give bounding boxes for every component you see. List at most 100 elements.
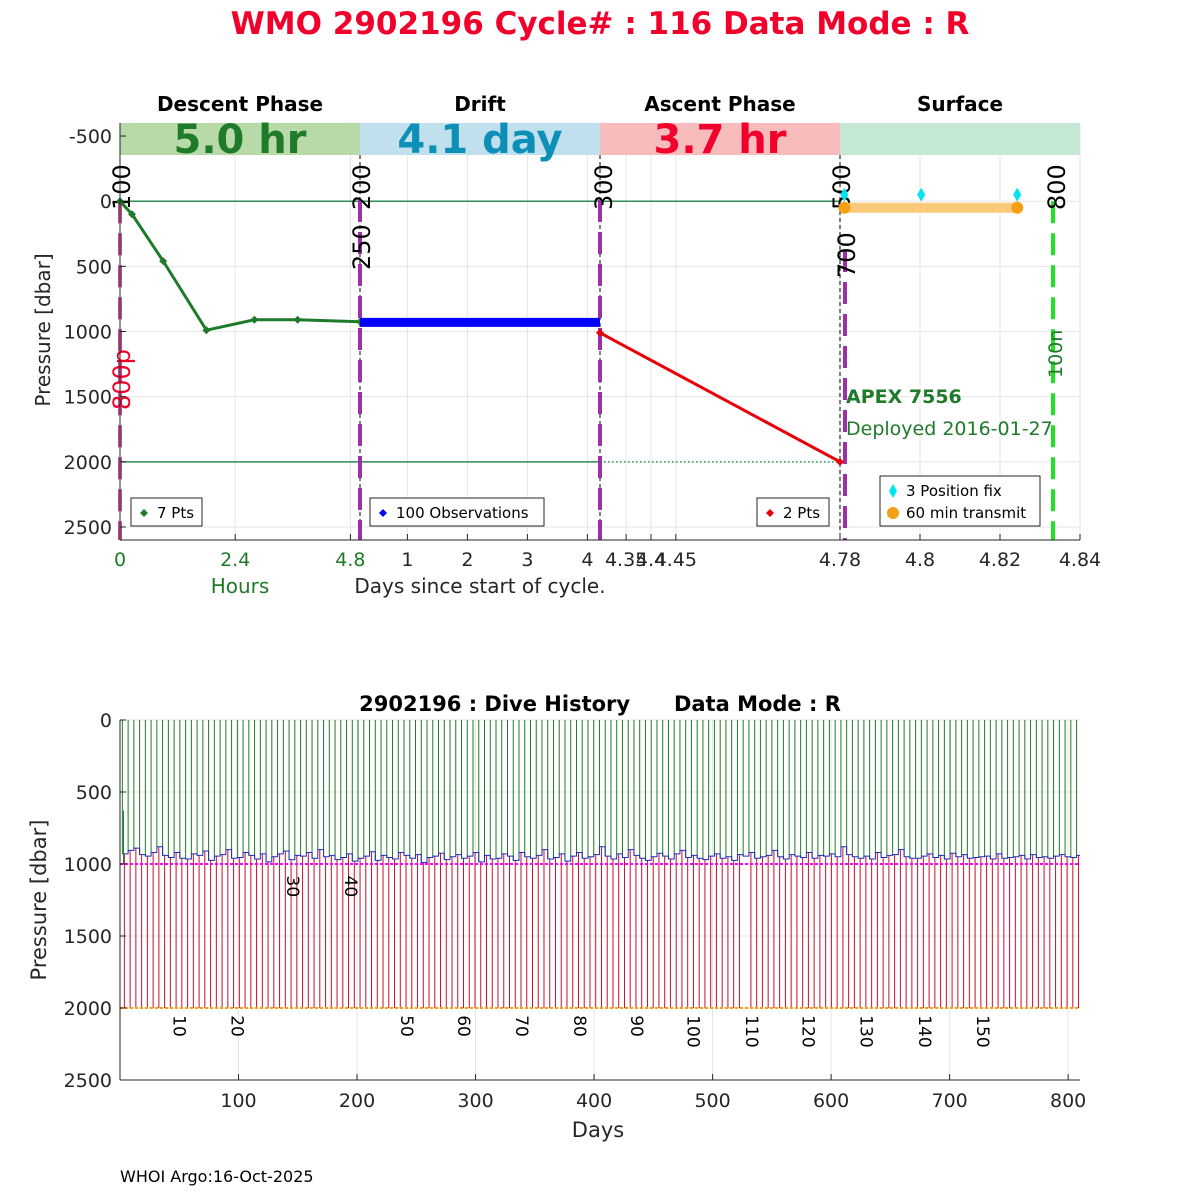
footer-credit: WHOI Argo:16-Oct-2025 <box>120 1167 314 1186</box>
dive-history-title: 2902196 : Dive History Data Mode : R <box>359 692 841 716</box>
bottom-x-tick-label: 100 <box>220 1090 256 1112</box>
top-x-tick-label: 4.8 <box>335 549 365 571</box>
top-y-tick-label: 500 <box>76 256 112 278</box>
ascent-line <box>599 331 841 464</box>
top-y-tick-label: 2000 <box>64 452 112 474</box>
descent-point <box>293 315 302 324</box>
cycle-number-label: 40 <box>340 876 360 898</box>
transmit-point <box>838 201 851 214</box>
top-x-tick-label: 4.84 <box>1059 549 1101 571</box>
legend-label: 3 Position fix <box>906 482 1002 500</box>
top-x-tick-label: 2 <box>461 549 473 571</box>
phase-band <box>120 123 360 155</box>
cycle-number-label: 120 <box>798 1015 818 1047</box>
position-fix-point <box>917 187 926 202</box>
top-y-tick-label: -500 <box>69 126 112 148</box>
cycle-number-label: 70 <box>511 1015 531 1037</box>
cycle-number-label: 30 <box>282 876 302 898</box>
top-legends: 7 Pts 100 Observations 2 Pts 3 Position fix… <box>130 475 1041 527</box>
top-x-tick-label: 4.78 <box>819 549 861 571</box>
phase-duration: 5.0 hr <box>174 117 307 163</box>
descent-point <box>250 315 259 324</box>
phase-band <box>360 123 600 155</box>
cycle-number-label: 80 <box>569 1015 589 1037</box>
descent-point <box>128 210 136 219</box>
legend-marker <box>889 484 897 498</box>
top-x-tick-label: 1 <box>401 549 413 571</box>
bottom-x-tick-label: 800 <box>1050 1090 1086 1112</box>
legend-marker <box>887 507 899 519</box>
bottom-y-tick-label: 1500 <box>64 926 112 948</box>
legend-label: 60 min transmit <box>906 504 1026 522</box>
phase-band <box>840 123 1080 155</box>
bottom-y-tick-label: 1000 <box>64 854 112 876</box>
legend-box <box>879 475 1041 527</box>
bottom-x-axis-label: Days <box>572 1118 624 1142</box>
top-y-tick-label: 1000 <box>64 322 112 344</box>
hours-axis-label: Hours <box>211 574 270 598</box>
phase-header: Drift <box>454 92 506 116</box>
phase-duration: 3.7 hr <box>654 117 787 163</box>
cycle-number-label: 60 <box>453 1015 473 1037</box>
deployed-annotation: Deployed 2016-01-27 <box>846 418 1053 440</box>
top-x-tick-label: 2.4 <box>220 549 250 571</box>
days-axis-label: Days since start of cycle. <box>354 574 605 598</box>
cycle-number-label: 110 <box>741 1015 761 1047</box>
bottom-y-tick-label: 500 <box>76 782 112 804</box>
legend-box <box>369 497 545 527</box>
vertical-marker-label: 800p <box>108 349 136 410</box>
cycle-number-label: 10 <box>168 1015 188 1037</box>
bottom-x-tick-label: 700 <box>931 1090 967 1112</box>
top-x-tick-label: 4.45 <box>655 549 697 571</box>
cycle-number-label: 130 <box>856 1015 876 1047</box>
top-x-tick-label: 4.4 <box>636 549 666 571</box>
top-y-tick-label: 2500 <box>64 517 112 539</box>
top-y-tick-label: 0 <box>100 191 112 213</box>
top-x-tick-label: 4 <box>581 549 593 571</box>
descent-point <box>202 326 211 335</box>
phase-duration: 4.1 day <box>397 117 562 163</box>
bottom-axes: 0 500 1000 1500 2000 2500 100 200 300 400 500 600 70… <box>64 710 1087 1112</box>
dive-history-chart: 10 20 30 40 50 60 70 80 90 100 110 120 130 140 150 0 50… <box>27 692 1086 1142</box>
legend-marker <box>379 509 387 517</box>
phase-band <box>600 123 840 155</box>
bottom-y-tick-label: 2500 <box>64 1070 112 1092</box>
top-x-tick-label: 4.8 <box>905 549 935 571</box>
legend-marker <box>140 509 148 517</box>
legend-label: 7 Pts <box>157 504 194 522</box>
bottom-series: 10 20 30 40 50 60 70 80 90 100 110 120 130 140 150 <box>120 720 1080 1048</box>
cycle-number-label: 50 <box>396 1015 416 1037</box>
bottom-x-tick-label: 600 <box>813 1090 849 1112</box>
top-y-axis-label: Pressure [dbar] <box>31 253 55 406</box>
legend-label: 2 Pts <box>783 504 820 522</box>
vertical-marker-label: 250 <box>348 224 376 270</box>
top-x-tick-label: 4.35 <box>605 549 647 571</box>
cycle-number-label: 90 <box>626 1015 646 1037</box>
position-fix-point <box>840 187 849 202</box>
apex-annotation: APEX 7556 <box>846 386 962 408</box>
top-x-tick-label: 3 <box>521 549 533 571</box>
bottom-x-tick-label: 400 <box>576 1090 612 1112</box>
legend-label: 100 Observations <box>396 504 529 522</box>
bottom-y-tick-label: 0 <box>100 710 112 732</box>
cycle-number-label: 140 <box>914 1015 934 1047</box>
vertical-marker-label: 200 <box>348 164 376 210</box>
vertical-marker-label: 700 <box>833 232 861 278</box>
cycle-number-label: 150 <box>972 1015 992 1047</box>
vertical-marker-label: 100n <box>1045 330 1067 378</box>
transmit-point <box>1011 201 1024 214</box>
legend-marker <box>766 509 774 517</box>
descent-point <box>159 257 168 266</box>
vertical-marker-label: 800 <box>1043 164 1071 210</box>
ascent-point <box>596 328 604 337</box>
position-fix-point <box>1013 187 1022 202</box>
descent-line <box>118 200 361 332</box>
phase-header: Descent Phase <box>157 92 323 116</box>
top-x-tick-label: 4.82 <box>979 549 1021 571</box>
bottom-y-tick-label: 2000 <box>64 998 112 1020</box>
